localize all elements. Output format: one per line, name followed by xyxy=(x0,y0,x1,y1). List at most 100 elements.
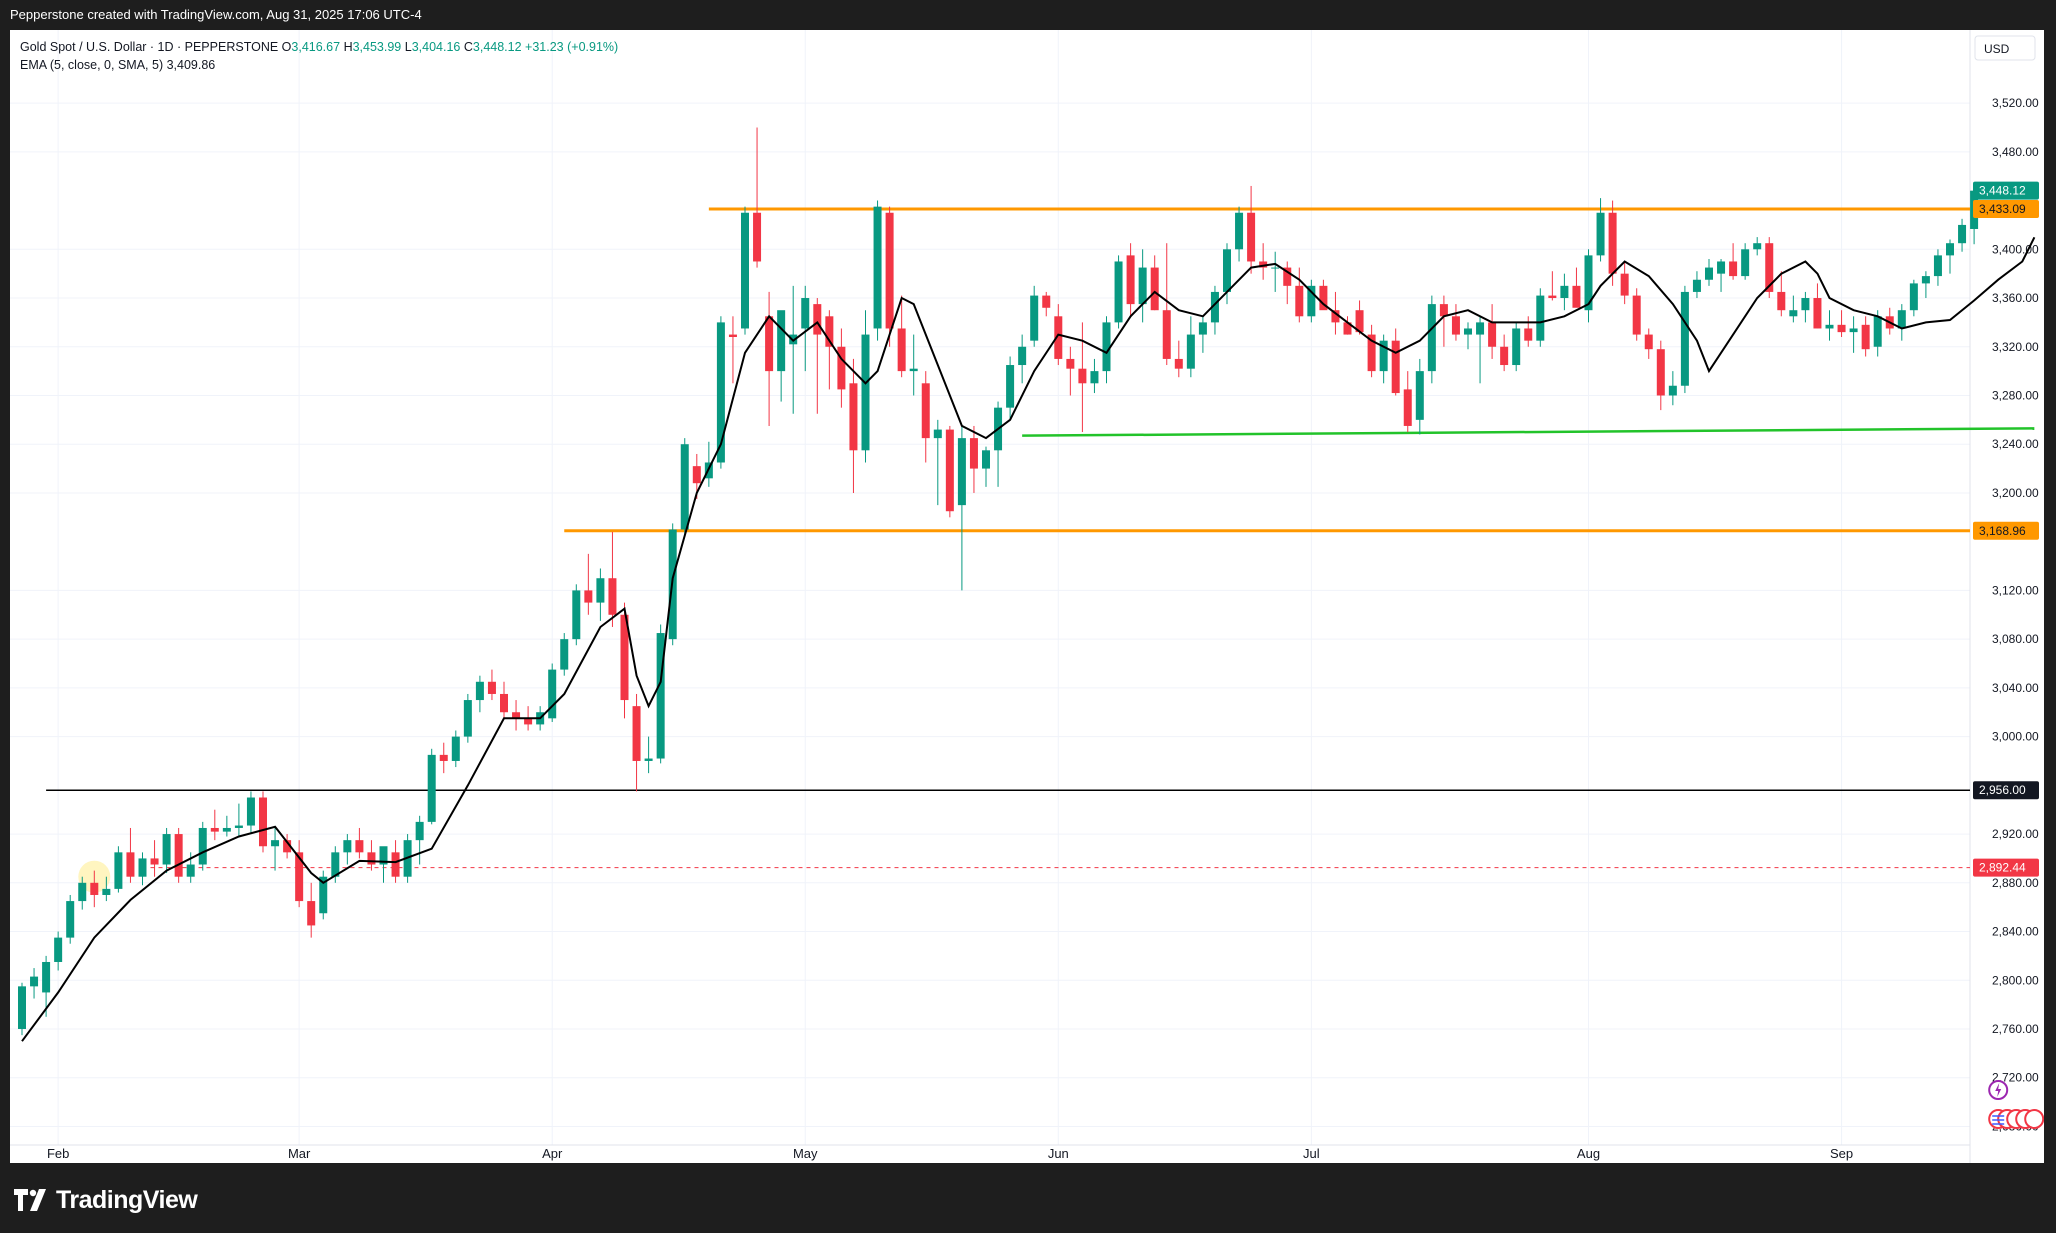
candle-body[interactable] xyxy=(1150,267,1159,311)
price-chart[interactable]: 2,680.002,720.002,760.002,800.002,840.00… xyxy=(10,30,2044,1163)
candle-body[interactable] xyxy=(741,212,749,329)
currency-box[interactable] xyxy=(1974,35,2036,61)
candle-body[interactable] xyxy=(608,578,617,615)
candle-body[interactable] xyxy=(162,834,171,865)
candle-body[interactable] xyxy=(343,840,352,853)
candle-body[interactable] xyxy=(54,937,63,962)
candle-body[interactable] xyxy=(1319,285,1328,311)
candle-body[interactable] xyxy=(1933,255,1942,277)
candle-body[interactable] xyxy=(1958,224,1967,244)
candle-body[interactable] xyxy=(367,852,376,865)
candle-body[interactable] xyxy=(1897,310,1906,329)
candle-body[interactable] xyxy=(861,334,870,451)
candle-body[interactable] xyxy=(524,718,533,725)
candle-body[interactable] xyxy=(1548,295,1557,299)
candle-body[interactable] xyxy=(1777,291,1786,311)
candle-body[interactable] xyxy=(1355,310,1364,333)
candle-body[interactable] xyxy=(560,639,569,670)
legend-ema-label[interactable]: EMA (5, close, 0, SMA, 5) xyxy=(20,58,164,72)
candle-body[interactable] xyxy=(1536,295,1545,341)
candle-body[interactable] xyxy=(584,590,593,603)
candle-body[interactable] xyxy=(933,429,942,439)
candle-body[interactable] xyxy=(1512,328,1521,366)
candle-body[interactable] xyxy=(849,383,858,451)
candle-body[interactable] xyxy=(1801,298,1810,311)
candle-body[interactable] xyxy=(487,681,496,694)
candle-body[interactable] xyxy=(78,882,87,902)
candle-body[interactable] xyxy=(1500,346,1509,366)
candle-body[interactable] xyxy=(837,346,846,390)
candle-body[interactable] xyxy=(1283,267,1292,286)
candle-body[interactable] xyxy=(90,882,99,895)
candle-body[interactable] xyxy=(1825,324,1834,329)
candle-body[interactable] xyxy=(1391,340,1400,394)
flag-event-icon[interactable] xyxy=(2024,1109,2044,1129)
candle-body[interactable] xyxy=(1138,267,1147,305)
candle-body[interactable] xyxy=(873,206,882,329)
candle-body[interactable] xyxy=(921,383,930,439)
candle-body[interactable] xyxy=(210,827,219,832)
candle-body[interactable] xyxy=(1295,285,1304,317)
candle-body[interactable] xyxy=(1427,304,1436,372)
candle-body[interactable] xyxy=(1367,334,1376,372)
candle-body[interactable] xyxy=(1596,212,1605,256)
candle-body[interactable] xyxy=(801,298,810,329)
candle-body[interactable] xyxy=(1873,316,1882,347)
candle-body[interactable] xyxy=(500,693,508,713)
candle-body[interactable] xyxy=(1717,261,1726,274)
candle-body[interactable] xyxy=(30,976,39,987)
candle-body[interactable] xyxy=(957,438,966,506)
candle-body[interactable] xyxy=(1789,310,1798,317)
candle-body[interactable] xyxy=(391,852,400,877)
candle-body[interactable] xyxy=(379,846,388,865)
candle-body[interactable] xyxy=(246,797,255,826)
candle-body[interactable] xyxy=(451,736,460,761)
candle-body[interactable] xyxy=(319,876,328,914)
candle-body[interactable] xyxy=(1837,324,1846,333)
candle-body[interactable] xyxy=(439,754,448,761)
candle-body[interactable] xyxy=(1692,279,1701,292)
candle-body[interactable] xyxy=(259,797,267,847)
candle-body[interactable] xyxy=(114,852,123,889)
candle-body[interactable] xyxy=(692,466,701,484)
candle-body[interactable] xyxy=(415,821,424,841)
candle-body[interactable] xyxy=(150,858,159,865)
candle-body[interactable] xyxy=(1162,310,1171,359)
candle-body[interactable] xyxy=(909,368,918,372)
candle-body[interactable] xyxy=(1584,255,1593,311)
candle-body[interactable] xyxy=(222,827,231,832)
ema-line[interactable] xyxy=(21,236,2036,1042)
candle-body[interactable] xyxy=(1331,310,1340,323)
candle-body[interactable] xyxy=(271,840,280,847)
candle-body[interactable] xyxy=(1632,295,1641,335)
candle-body[interactable] xyxy=(753,212,762,262)
candle-body[interactable] xyxy=(42,961,51,993)
candle-body[interactable] xyxy=(198,827,207,865)
candle-body[interactable] xyxy=(138,858,147,877)
candle-body[interactable] xyxy=(1114,261,1123,323)
candle-body[interactable] xyxy=(897,328,906,372)
candle-body[interactable] xyxy=(1705,267,1713,280)
candle-body[interactable] xyxy=(1909,283,1918,311)
candle-body[interactable] xyxy=(1765,243,1774,292)
candle-body[interactable] xyxy=(475,681,484,701)
candle-body[interactable] xyxy=(680,444,689,530)
candle-body[interactable] xyxy=(1042,295,1051,308)
candle-body[interactable] xyxy=(1126,255,1135,305)
candle-body[interactable] xyxy=(174,834,183,877)
candle-body[interactable] xyxy=(1210,291,1219,323)
candle-body[interactable] xyxy=(295,852,304,902)
candle-body[interactable] xyxy=(1066,358,1075,369)
candle-body[interactable] xyxy=(1813,298,1822,329)
candle-body[interactable] xyxy=(331,852,340,877)
candle-body[interactable] xyxy=(1030,295,1039,341)
candle-body[interactable] xyxy=(355,840,364,853)
candle-body[interactable] xyxy=(1524,328,1533,341)
candle-body[interactable] xyxy=(1403,389,1412,426)
candle-body[interactable] xyxy=(777,310,786,372)
candle-body[interactable] xyxy=(307,901,316,926)
candle-body[interactable] xyxy=(813,304,822,335)
candle-body[interactable] xyxy=(1379,340,1388,372)
candle-body[interactable] xyxy=(463,700,472,737)
tradingview-logo[interactable]: TradingView xyxy=(14,1184,198,1216)
